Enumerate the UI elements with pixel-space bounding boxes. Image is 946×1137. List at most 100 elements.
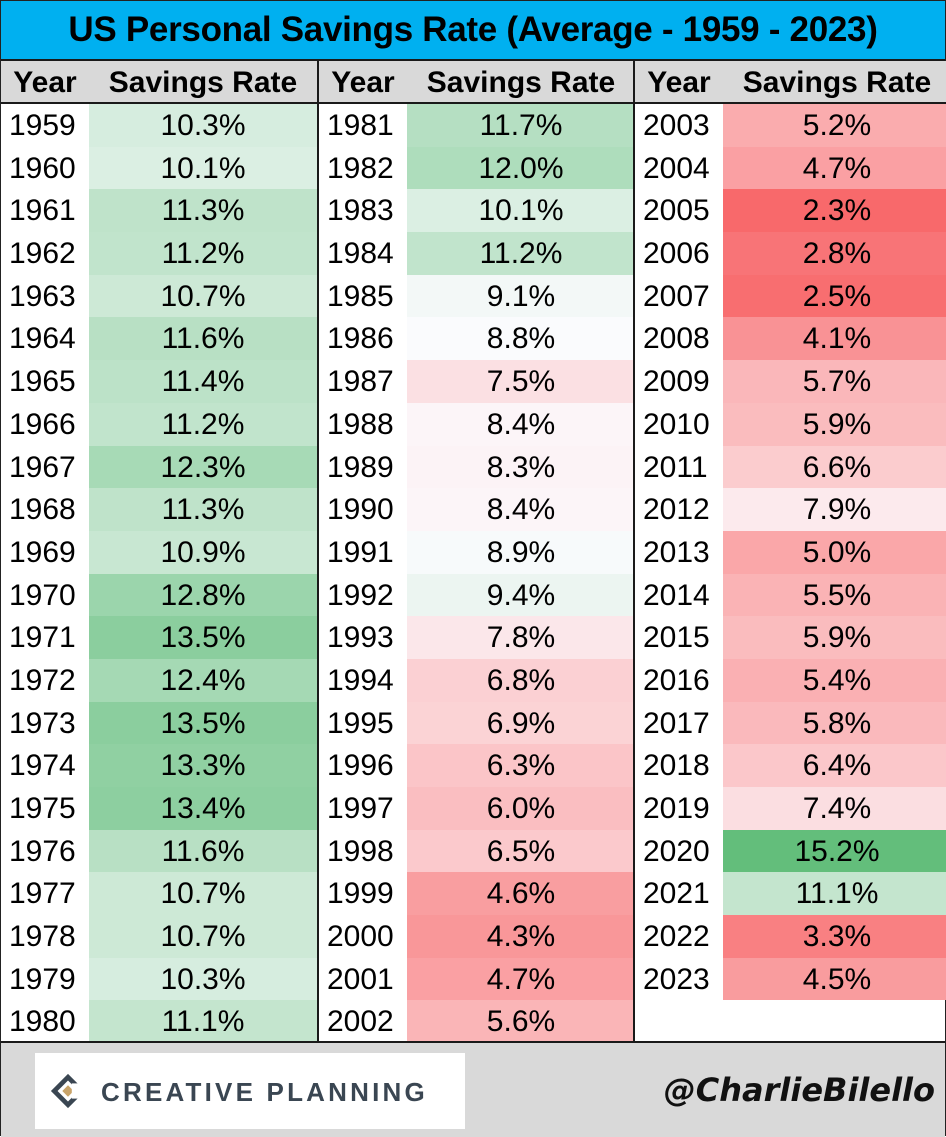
table-column-3: Year Savings Rate 2003 5.2% 2004 4.7% 2005 2.…: [635, 61, 946, 1041]
table-row: 1985 9.1%: [319, 274, 635, 318]
savings-rate-cell: 10.9%: [89, 530, 317, 574]
year-cell: 1966: [1, 402, 89, 446]
savings-rate-cell: 13.4%: [89, 787, 317, 830]
table-row: 1980 11.1%: [1, 1000, 317, 1044]
table-row: 1982 12.0%: [319, 146, 635, 190]
table-row: 2016 5.4%: [635, 658, 946, 702]
savings-rate-cell: 10.1%: [407, 189, 635, 233]
savings-rate-cell: 11.1%: [89, 1000, 317, 1044]
year-cell: 2016: [635, 658, 723, 702]
table-row: 1996 6.3%: [319, 744, 635, 787]
table-row: 1962 11.2%: [1, 232, 317, 275]
savings-rate-cell: 12.3%: [89, 445, 317, 489]
year-cell: 2008: [635, 317, 723, 361]
table-row: 2019 7.4%: [635, 787, 946, 830]
savings-rate-cell: 11.6%: [89, 317, 317, 361]
header-savings-rate: Savings Rate: [426, 66, 616, 99]
year-cell: 1999: [319, 872, 407, 916]
year-cell: 1967: [1, 445, 89, 489]
year-cell: 1992: [319, 573, 407, 617]
savings-rate-cell: 8.4%: [407, 488, 635, 531]
table-row: 2000 4.3%: [319, 915, 635, 958]
year-cell: 1965: [1, 360, 89, 403]
table-row: 1974 13.3%: [1, 744, 317, 787]
table-row: 1960 10.1%: [1, 146, 317, 190]
table-row: 1979 10.3%: [1, 957, 317, 1001]
year-cell: 1961: [1, 189, 89, 233]
savings-rate-cell: 4.5%: [723, 957, 946, 1001]
table-row: 1959 10.3%: [1, 104, 317, 147]
table-row: 2010 5.9%: [635, 402, 946, 446]
year-cell: 1975: [1, 787, 89, 830]
table-rows: 1959 10.3% 1960 10.1% 1961 11.3% 1962 11.2% 1963…: [1, 104, 317, 1044]
savings-rate-cell: 11.7%: [407, 104, 635, 147]
savings-rate-cell: 11.2%: [89, 402, 317, 446]
table-row: 1963 10.7%: [1, 274, 317, 318]
savings-rate-cell: 4.7%: [723, 146, 946, 190]
table-row: 1972 12.4%: [1, 658, 317, 702]
table-row: 1991 8.9%: [319, 530, 635, 574]
year-cell: 2022: [635, 915, 723, 958]
year-cell: 2011: [635, 445, 723, 489]
savings-rate-cell: 6.8%: [407, 658, 635, 702]
year-cell: 1996: [319, 744, 407, 787]
table-row: 2017 5.8%: [635, 701, 946, 745]
savings-rate-cell: 6.9%: [407, 701, 635, 745]
savings-rate-cell: 7.5%: [407, 360, 635, 403]
savings-rate-cell: 5.5%: [723, 573, 946, 617]
savings-rate-cell: 12.0%: [407, 146, 635, 190]
year-cell: 1998: [319, 829, 407, 873]
table-column-2: Year Savings Rate 1981 11.7% 1982 12.0% 1983…: [319, 61, 635, 1044]
table-row: 1967 12.3%: [1, 445, 317, 489]
year-cell: 1968: [1, 488, 89, 531]
savings-rate-cell: 13.3%: [89, 744, 317, 787]
savings-rate-cell: 9.4%: [407, 573, 635, 617]
savings-rate-cell: 6.4%: [723, 744, 946, 787]
table-row: 1986 8.8%: [319, 317, 635, 361]
year-cell: 2010: [635, 402, 723, 446]
table-row: 1983 10.1%: [319, 189, 635, 233]
savings-rate-cell: 5.7%: [723, 360, 946, 403]
table-row: 2020 15.2%: [635, 829, 946, 873]
year-cell: 1976: [1, 829, 89, 873]
year-cell: 1986: [319, 317, 407, 361]
year-cell: 1963: [1, 274, 89, 318]
savings-rate-cell: 11.4%: [89, 360, 317, 403]
year-cell: 2004: [635, 146, 723, 190]
table-row: 1984 11.2%: [319, 232, 635, 275]
year-cell: 2020: [635, 829, 723, 873]
table-row: 1976 11.6%: [1, 829, 317, 873]
table-row: 2011 6.6%: [635, 445, 946, 489]
savings-rate-cell: 10.7%: [89, 915, 317, 958]
table-row: 2021 11.1%: [635, 872, 946, 916]
table-column-1: Year Savings Rate 1959 10.3% 1960 10.1% 1961…: [1, 61, 317, 1044]
year-cell: 2002: [319, 1000, 407, 1044]
year-cell: 1978: [1, 915, 89, 958]
savings-rate-cell: 7.8%: [407, 616, 635, 659]
savings-rate-cell: 11.2%: [407, 232, 635, 275]
year-cell: 1997: [319, 787, 407, 830]
savings-rate-cell: 6.0%: [407, 787, 635, 830]
table-row: 1965 11.4%: [1, 360, 317, 403]
savings-rate-cell: 11.6%: [89, 829, 317, 873]
year-cell: 1964: [1, 317, 89, 361]
savings-rate-cell: 15.2%: [723, 829, 946, 873]
header-savings-rate: Savings Rate: [742, 66, 932, 99]
savings-rate-cell: 8.4%: [407, 402, 635, 446]
table-row: 2008 4.1%: [635, 317, 946, 361]
table-row: 1973 13.5%: [1, 701, 317, 745]
savings-rate-cell: 6.6%: [723, 445, 946, 489]
table-row: 2015 5.9%: [635, 616, 946, 659]
savings-rate-cell: 10.3%: [89, 957, 317, 1001]
year-cell: 1971: [1, 616, 89, 659]
savings-rate-cell: 10.3%: [89, 104, 317, 147]
table-row: 2004 4.7%: [635, 146, 946, 190]
table-row: 1995 6.9%: [319, 701, 635, 745]
column-header: Year Savings Rate: [319, 61, 635, 104]
table-row: 1994 6.8%: [319, 658, 635, 702]
savings-rate-cell: 12.4%: [89, 658, 317, 702]
table-row: 1964 11.6%: [1, 317, 317, 361]
year-cell: 2005: [635, 189, 723, 233]
column-divider: [633, 61, 635, 1041]
year-cell: 1988: [319, 402, 407, 446]
